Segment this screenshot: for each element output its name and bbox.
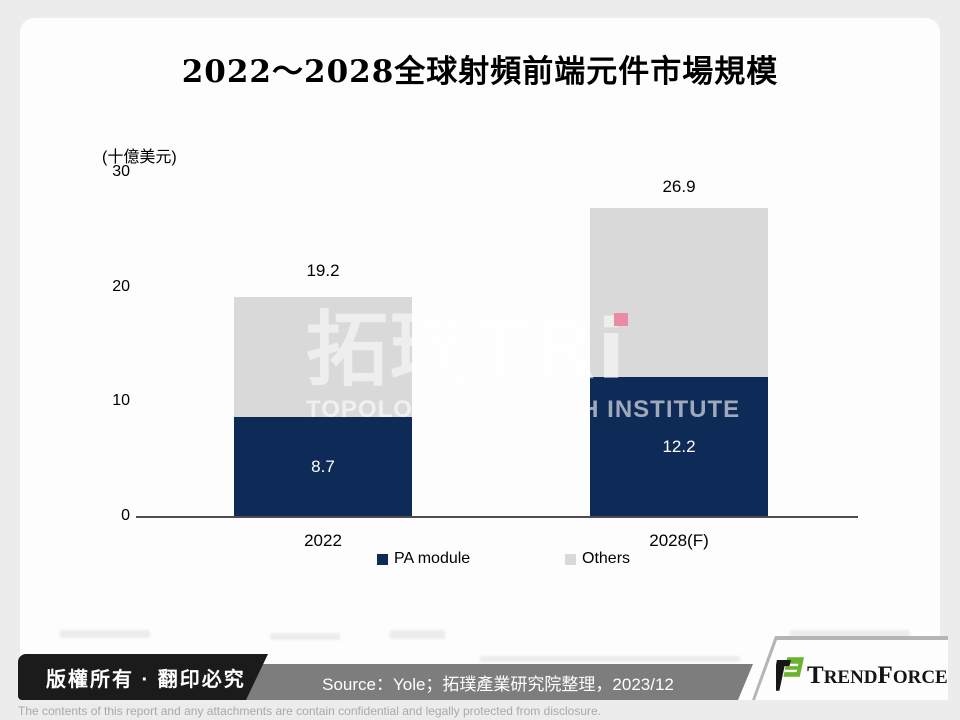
watermark-smudge <box>60 630 150 638</box>
x-axis-line <box>136 516 858 518</box>
disclaimer-text: The contents of this report and any atta… <box>18 704 601 718</box>
trendforce-wordmark: TRENDFORCE <box>807 662 948 689</box>
copyright-ribbon: 版權所有 · 翻印必究 <box>18 654 268 700</box>
y-tick-0: 0 <box>121 507 130 524</box>
y-tick-20: 20 <box>112 278 130 295</box>
watermark-smudge <box>790 630 910 638</box>
legend-label-others: Others <box>582 550 631 567</box>
watermark-smudge <box>270 633 340 640</box>
source-text: Source：Yole；拓璞產業研究院整理，2023/12 <box>322 674 674 694</box>
legend-label-pa-module: PA module <box>394 550 471 567</box>
x-tick-2022: 2022 <box>304 531 342 550</box>
watermark-i-dot <box>614 313 628 326</box>
y-axis-unit-label: (十億美元) <box>102 149 177 166</box>
trendforce-logo-icon <box>776 657 804 691</box>
x-tick-2028: 2028(F) <box>649 531 709 550</box>
page-title: 2022～2028全球射頻前端元件市場規模 <box>181 54 779 90</box>
legend-swatch-pa-module <box>377 553 388 565</box>
bar-2028-pa-module: 12.2 <box>590 377 768 517</box>
copyright-text: 版權所有 · 翻印必究 <box>46 668 246 691</box>
source-bar: Source：Yole；拓璞產業研究院整理，2023/12 <box>243 664 753 700</box>
total-label-2028: 26.9 <box>662 177 696 196</box>
slide-card <box>20 18 940 700</box>
total-label-2022: 19.2 <box>306 261 340 280</box>
bar-value-label: 12.2 <box>662 437 696 456</box>
legend-item-pa-module: PA module <box>377 550 470 568</box>
y-tick-10: 10 <box>112 392 130 409</box>
bar-2028-others <box>590 208 768 377</box>
legend-swatch-others <box>565 553 576 565</box>
legend-item-others: Others <box>565 550 630 568</box>
watermark-smudge <box>390 630 445 639</box>
bar-value-label: 8.7 <box>311 457 335 476</box>
bar-2022-others <box>234 297 412 417</box>
brand-panel: TRENDFORCE <box>755 640 948 700</box>
y-tick-30: 30 <box>112 163 130 180</box>
bar-2022-pa-module: 8.7 <box>234 417 412 517</box>
watermark-smudge <box>480 656 740 662</box>
